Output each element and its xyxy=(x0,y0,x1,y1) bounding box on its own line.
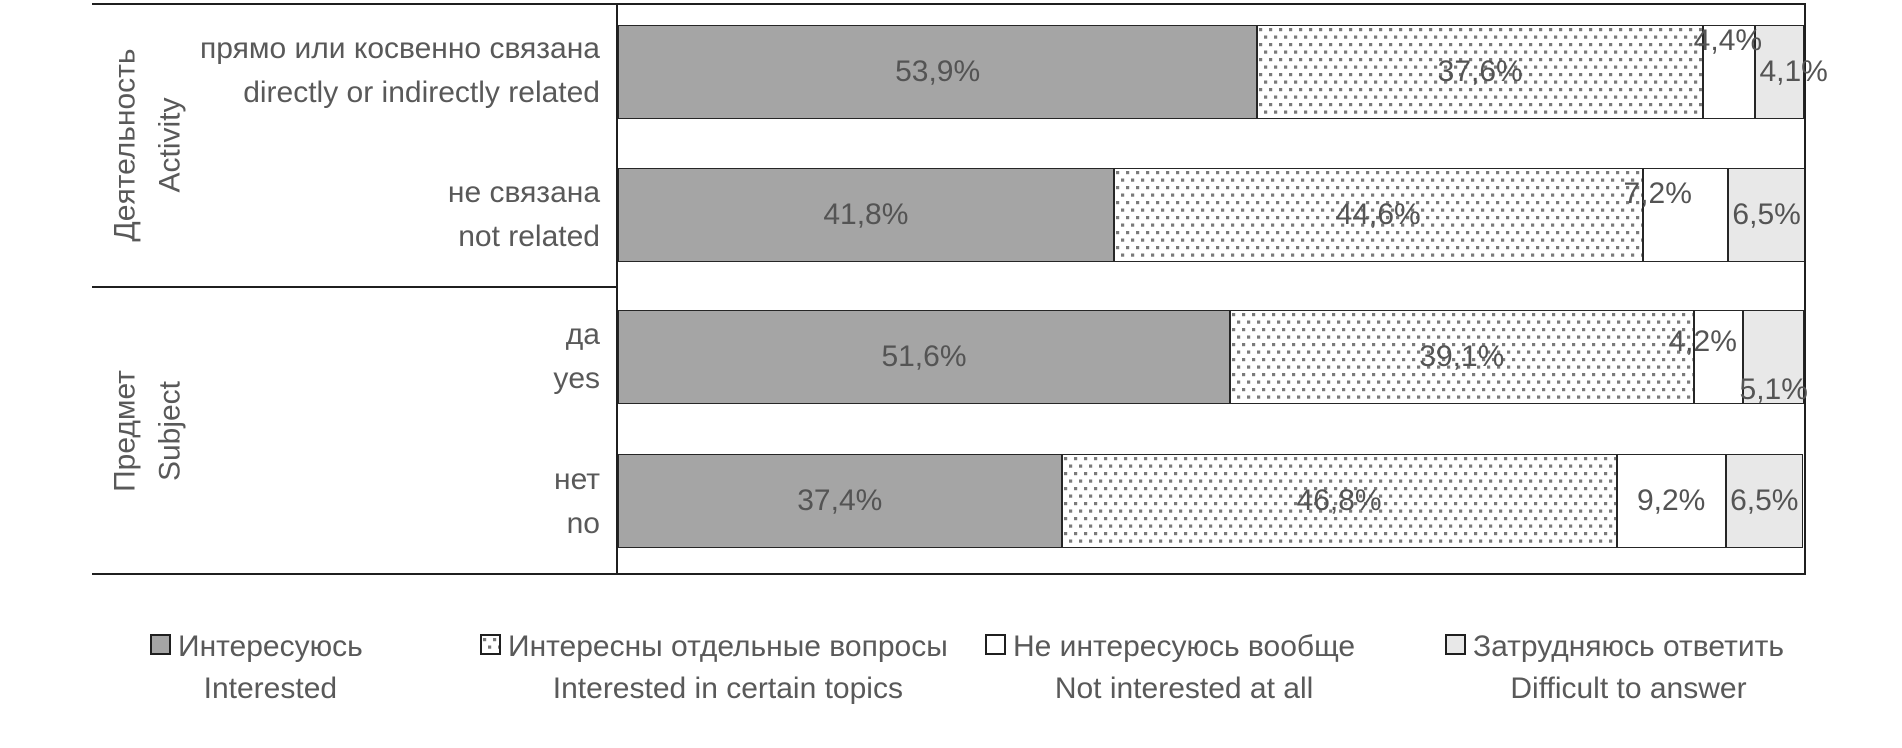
segment-not-interested: 9,2% xyxy=(1616,454,1726,548)
segment-difficult: 5,1% xyxy=(1740,310,1808,406)
data-label: 37,6% xyxy=(1437,55,1523,88)
frame-bottom-line xyxy=(92,573,1806,575)
segment-interested: 51,6% xyxy=(618,310,1230,404)
row-label-related-en: directly or indirectly related xyxy=(243,76,600,109)
row-label-yes: да yes xyxy=(150,313,600,401)
bar-row-no: 37,4% 46,8% 9,2% 6,5% xyxy=(618,454,1804,548)
legend-swatch-certain-topics xyxy=(480,634,501,655)
legend-label-ru: Интересны отдельные вопросы xyxy=(508,630,948,663)
legend-swatch-difficult xyxy=(1445,634,1466,655)
group-label-subject-ru: Предмет xyxy=(108,370,142,492)
row-label-yes-en: yes xyxy=(553,362,600,395)
segment-certain-topics: 37,6% xyxy=(1257,25,1704,119)
dot-pattern-fill xyxy=(1230,311,1693,403)
segment-interested: 41,8% xyxy=(618,168,1114,262)
legend-label-ru: Затрудняюсь ответить xyxy=(1473,630,1784,663)
legend-label-en: Difficult to answer xyxy=(1510,672,1747,705)
dot-pattern-fill xyxy=(1258,26,1703,118)
segment-difficult: 6,5% xyxy=(1728,168,1806,262)
legend-label-ru: Не интересуюсь вообще xyxy=(1013,630,1356,663)
dot-pattern-fill xyxy=(482,636,499,653)
legend-label-en: Not interested at all xyxy=(1054,672,1314,705)
data-label: 41,8% xyxy=(823,198,909,231)
data-label: 6,5% xyxy=(1732,198,1801,231)
row-label-related: прямо или косвенно связана directly or i… xyxy=(150,27,600,115)
data-label: 4,4% xyxy=(1693,24,1763,57)
group-label-activity-ru: Деятельность xyxy=(108,48,142,242)
category-axis-line xyxy=(616,3,618,575)
segment-certain-topics: 39,1% xyxy=(1229,310,1694,404)
data-label: 9,2% xyxy=(1636,484,1706,517)
legend-item-certain-topics: Интересны отдельные вопросы Interested i… xyxy=(480,626,948,710)
data-label: 39,1% xyxy=(1419,340,1505,373)
data-label: 7,2% xyxy=(1623,177,1692,210)
legend-text-not-interested: Не интересуюсь вообще Not interested at … xyxy=(1013,626,1355,710)
frame-right-line xyxy=(1804,3,1806,575)
row-label-related-ru: прямо или косвенно связана xyxy=(200,32,600,65)
legend-label-en: Interested in certain topics xyxy=(552,672,903,705)
segment-certain-topics: 44,6% xyxy=(1113,168,1643,262)
legend-item-not-interested: Не интересуюсь вообще Not interested at … xyxy=(985,626,1355,710)
legend-label-en: Interested xyxy=(203,672,338,705)
segment-interested: 37,4% xyxy=(618,454,1062,548)
legend-text-difficult: Затрудняюсь ответить Difficult to answer xyxy=(1473,626,1784,710)
data-label: 4,2% xyxy=(1668,325,1737,358)
data-label: 46,8% xyxy=(1296,484,1382,517)
dot-pattern-fill xyxy=(1062,455,1616,547)
bar-row-yes: 51,6% 39,1% 4,2% 5,1% xyxy=(618,310,1808,406)
row-label-no-en: no xyxy=(566,507,600,540)
segment-not-interested: 4,2% xyxy=(1668,310,1744,404)
row-label-not-related: не связана not related xyxy=(150,171,600,259)
segment-not-interested: 4,4% xyxy=(1694,24,1762,119)
legend-text-certain-topics: Интересны отдельные вопросы Interested i… xyxy=(508,626,948,710)
frame-top-line xyxy=(92,3,1806,5)
data-label: 44,6% xyxy=(1335,198,1421,231)
row-label-yes-ru: да xyxy=(565,318,600,351)
data-label: 4,1% xyxy=(1759,55,1828,88)
data-label: 37,4% xyxy=(797,484,883,517)
legend-text-interested: Интересуюсь Interested xyxy=(178,626,363,710)
legend-label-ru: Интересуюсь xyxy=(178,630,363,663)
data-label: 53,9% xyxy=(895,55,981,88)
segment-certain-topics: 46,8% xyxy=(1061,454,1617,548)
row-label-not-related-ru: не связана xyxy=(447,176,600,209)
legend-item-difficult: Затрудняюсь ответить Difficult to answer xyxy=(1445,626,1784,710)
row-label-no: нет no xyxy=(150,458,600,546)
legend-swatch-interested xyxy=(150,634,171,655)
legend-swatch-not-interested xyxy=(985,634,1006,655)
row-label-not-related-en: not related xyxy=(458,220,600,253)
bar-row-not-related: 41,8% 44,6% 7,2% 6,5% xyxy=(618,168,1806,262)
segment-not-interested: 7,2% xyxy=(1623,168,1729,262)
segment-interested: 53,9% xyxy=(618,25,1258,119)
group-divider-line xyxy=(92,286,618,288)
segment-difficult: 4,1% xyxy=(1755,25,1828,119)
legend-item-interested: Интересуюсь Interested xyxy=(150,626,363,710)
data-label: 5,1% xyxy=(1739,373,1808,406)
data-label: 51,6% xyxy=(881,340,967,373)
dot-pattern-fill xyxy=(1114,169,1642,261)
data-label: 6,5% xyxy=(1730,484,1799,517)
bar-row-related: 53,9% 37,6% 4,4% 4,1% xyxy=(618,24,1828,119)
row-label-no-ru: нет xyxy=(554,463,600,496)
segment-difficult: 6,5% xyxy=(1725,454,1803,548)
